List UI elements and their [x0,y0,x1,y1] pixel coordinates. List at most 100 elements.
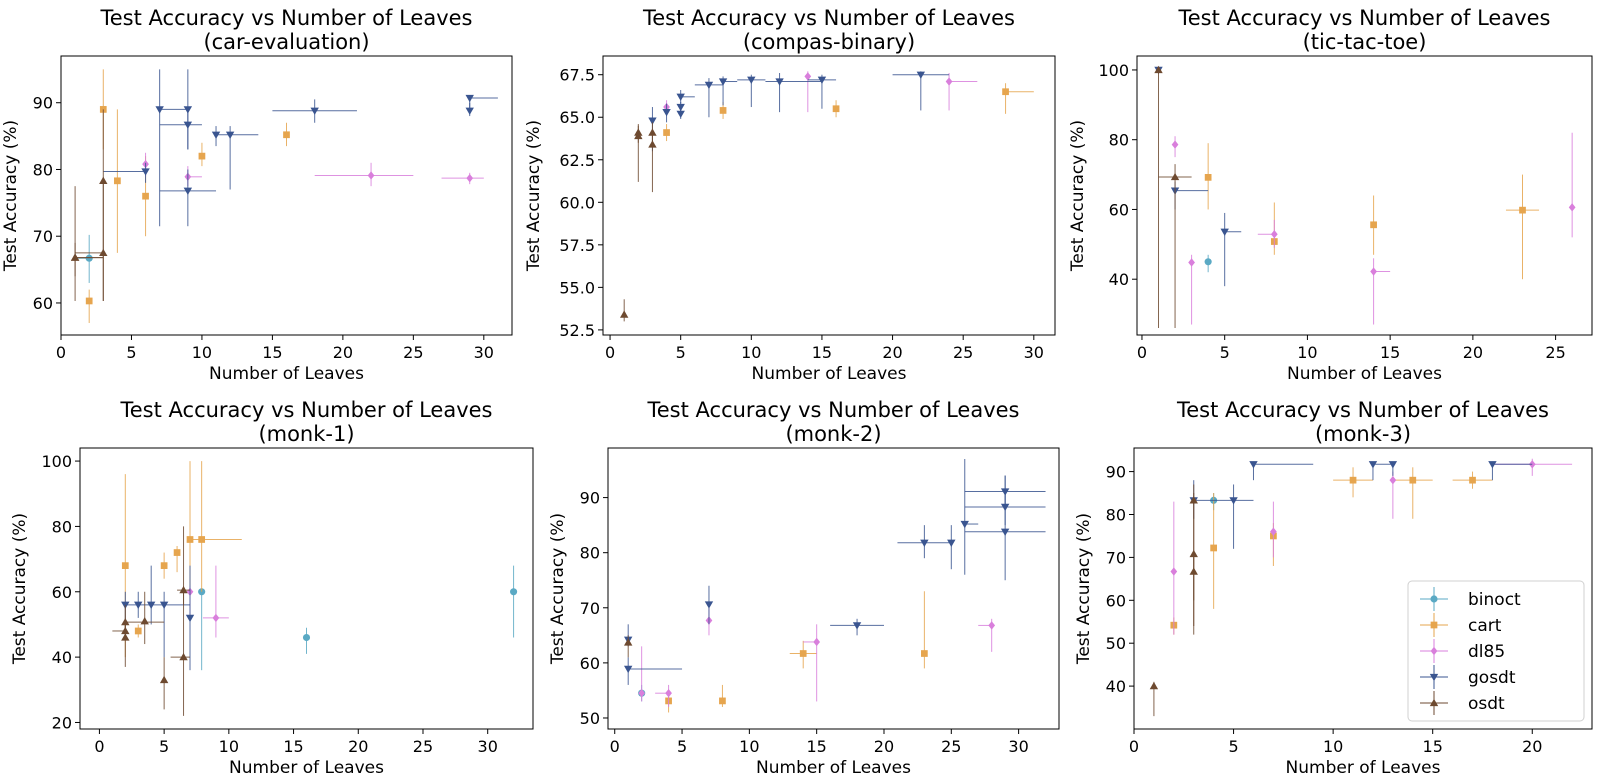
data-point-gosdt [159,601,169,610]
data-point-gosdt [1488,461,1497,469]
data-point-dl85 [212,613,220,623]
data-point-gosdt [662,108,671,117]
legend-label-cart: cart [1468,616,1502,636]
x-tick-label: 30 [478,737,498,756]
data-point-cart [198,536,206,543]
data-point-gosdt [134,601,143,610]
series-dl85 [638,607,996,707]
series-dl85 [186,565,229,638]
panel-car-evaluation: Test Accuracy vs Number of Leaves(car-ev… [1,6,513,384]
y-tick-label: 70 [33,227,53,246]
x-tick-label: 10 [192,343,212,362]
data-point-cart [832,105,840,113]
data-point-dl85 [1188,258,1195,267]
data-point-gosdt [141,168,150,176]
series-osdt [1154,65,1192,329]
series-dl85 [1171,132,1576,325]
x-tick-label: 10 [739,737,759,756]
data-point-cart [719,697,726,705]
y-tick-label: 40 [1109,270,1129,289]
data-point-osdt [121,626,130,635]
data-point-gosdt [648,117,657,125]
axes-frame [60,55,513,336]
data-point-osdt [623,638,633,646]
axes-frame [1136,55,1593,336]
data-point-dl85 [813,637,821,647]
data-point-gosdt [1220,228,1229,236]
x-tick-label: 25 [941,737,961,756]
y-tick-label: 62.5 [559,151,595,170]
x-axis-label: Number of Leaves [1287,364,1442,384]
data-point-dl85 [945,77,953,86]
x-tick-label: 5 [1228,737,1238,756]
y-tick-label: 60 [52,583,72,602]
chart-title: Test Accuracy vs Number of Leaves [647,398,1020,422]
series-osdt [70,109,108,301]
data-point-cart [1519,206,1526,214]
data-point-cart [142,192,149,200]
y-tick-label: 60.0 [559,193,595,212]
data-point-gosdt [185,614,195,623]
data-point-dl85 [988,621,996,630]
y-tick-label: 100 [41,452,72,471]
data-point-gosdt [465,107,474,115]
x-tick-label: 15 [262,343,282,362]
x-tick-label: 5 [126,343,136,362]
x-tick-label: 0 [1137,343,1147,362]
series-gosdt [648,71,950,152]
legend-label-gosdt: gosdt [1468,668,1516,688]
chart-subtitle: (monk-1) [258,422,354,446]
data-point-cart [198,152,206,160]
x-tick-label: 20 [874,737,894,756]
x-axis-label: Number of Leaves [229,758,384,778]
x-tick-label: 10 [741,343,761,362]
chart-title: Test Accuracy vs Number of Leaves [100,6,473,30]
data-point-osdt [619,310,629,318]
y-axis-label: Test Accuracy (%) [1,120,21,272]
y-tick-label: 60 [580,654,600,673]
data-point-dl85 [1370,267,1377,276]
data-point-osdt [159,675,169,684]
data-point-gosdt [852,622,862,630]
data-point-dl85 [367,171,375,180]
y-tick-label: 70 [1106,548,1126,567]
x-tick-label: 25 [953,343,973,362]
y-tick-label: 20 [52,713,72,732]
data-point-osdt [1149,681,1159,690]
x-tick-label: 5 [159,737,169,756]
x-tick-label: 10 [1297,343,1317,362]
axes-frame [602,55,1056,336]
chart-subtitle: (car-evaluation) [203,30,369,54]
x-tick-label: 5 [676,343,686,362]
panel-monk-2: Test Accuracy vs Number of Leaves(monk-2… [548,398,1060,778]
data-point-osdt [1189,567,1198,575]
data-point-osdt [179,585,188,594]
y-tick-label: 100 [1098,61,1129,80]
data-point-gosdt [310,107,319,115]
data-point-dl85 [1270,527,1277,536]
series-gosdt [1154,66,1242,287]
legend-label-osdt: osdt [1468,694,1505,714]
series-cart [663,83,1034,142]
data-point-cart [663,129,670,136]
data-point-gosdt [183,121,193,129]
data-point-gosdt [1229,497,1238,505]
series-binoct [1204,254,1212,273]
data-point-cart [134,627,142,635]
y-tick-label: 57.5 [559,236,595,255]
chart-subtitle: (compas-binary) [743,30,915,54]
y-tick-label: 55.0 [559,278,595,297]
data-point-binoct [510,588,518,596]
data-point-gosdt [623,665,633,674]
x-tick-label: 0 [56,343,66,362]
x-axis-label: Number of Leaves [756,758,911,778]
y-axis-label: Test Accuracy (%) [548,513,568,665]
data-point-cart [719,107,727,114]
data-point-dl85 [1270,230,1278,239]
data-point-gosdt [916,71,926,79]
data-point-osdt [1170,172,1180,181]
data-point-gosdt [676,93,685,102]
x-tick-label: 20 [333,343,353,362]
data-point-cart [1204,174,1212,181]
data-point-gosdt [1249,461,1258,469]
